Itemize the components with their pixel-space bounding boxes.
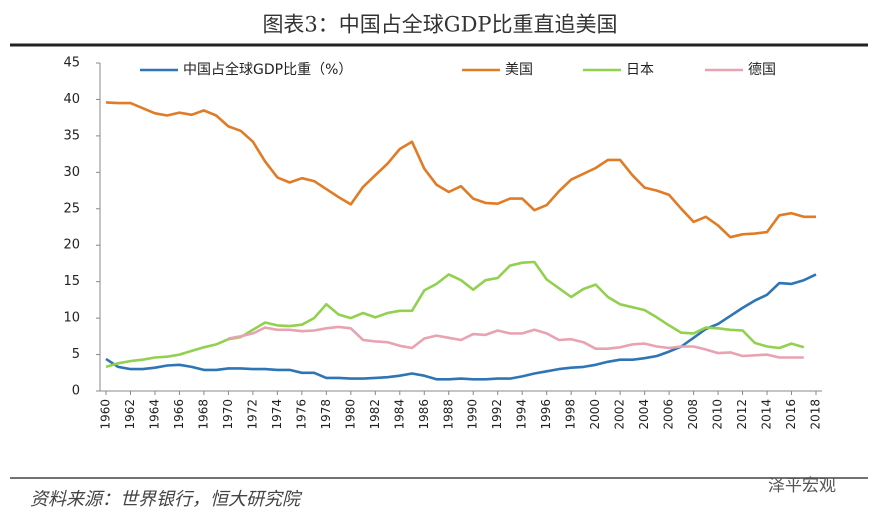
x-tick-label: 2018: [809, 399, 823, 430]
y-tick-label: 35: [63, 128, 80, 143]
x-tick-label: 1966: [172, 399, 186, 430]
x-tick-label: 1964: [147, 399, 161, 430]
x-tick-label: 1990: [466, 399, 480, 430]
x-tick-label: 1976: [294, 399, 308, 430]
x-tick-label: 1960: [99, 399, 113, 430]
x-tick-label: 2000: [588, 399, 602, 430]
x-tick-label: 2002: [613, 399, 627, 430]
x-tick-label: 2006: [662, 399, 676, 430]
x-tick-label: 1986: [417, 399, 431, 430]
chart-title: 图表3：中国占全球GDP比重直追美国: [262, 13, 617, 37]
x-tick-label: 1994: [515, 399, 529, 430]
x-tick-label: 2016: [784, 399, 798, 430]
x-tick-label: 2010: [711, 399, 725, 430]
x-tick-label: 1970: [221, 399, 235, 430]
series-line: [105, 273, 817, 381]
x-tick-label: 1962: [123, 399, 137, 430]
x-tick-label: 2008: [686, 399, 700, 430]
x-tick-label: 1996: [539, 399, 553, 430]
x-tick-label: 2014: [760, 399, 774, 430]
x-tick-label: 1974: [270, 399, 284, 430]
legend-label: 美国: [505, 62, 533, 78]
series-line: [228, 325, 804, 359]
x-tick-label: 1982: [368, 399, 382, 430]
x-tick-label: 1992: [490, 399, 504, 430]
x-tick-label: 1984: [392, 399, 406, 430]
legend-label: 德国: [748, 62, 776, 78]
y-tick-label: 45: [63, 56, 80, 71]
x-tick-label: 2012: [735, 399, 749, 430]
y-tick-label: 20: [63, 238, 80, 253]
x-tick-label: 2004: [637, 399, 651, 430]
legend-label: 日本: [626, 62, 654, 78]
x-tick-label: 1980: [343, 399, 357, 430]
y-tick-label: 5: [72, 347, 80, 362]
source-note: 资料来源：世界银行，恒大研究院: [30, 489, 303, 510]
y-tick-label: 0: [72, 384, 80, 399]
y-tick-label: 10: [63, 311, 80, 326]
legend-label: 中国占全球GDP比重（%）: [183, 61, 352, 78]
x-tick-label: 1968: [196, 399, 210, 430]
x-tick-label: 1978: [319, 399, 333, 430]
x-tick-label: 1988: [441, 399, 455, 430]
y-tick-label: 15: [63, 274, 80, 289]
watermark: 泽平宏观: [768, 476, 836, 496]
y-tick-label: 30: [63, 165, 80, 180]
x-tick-label: 1972: [245, 399, 259, 430]
x-tick-label: 1998: [564, 399, 578, 430]
series-line: [105, 101, 816, 239]
series-line: [105, 260, 805, 369]
y-tick-label: 40: [63, 92, 80, 107]
y-tick-label: 25: [63, 201, 80, 216]
